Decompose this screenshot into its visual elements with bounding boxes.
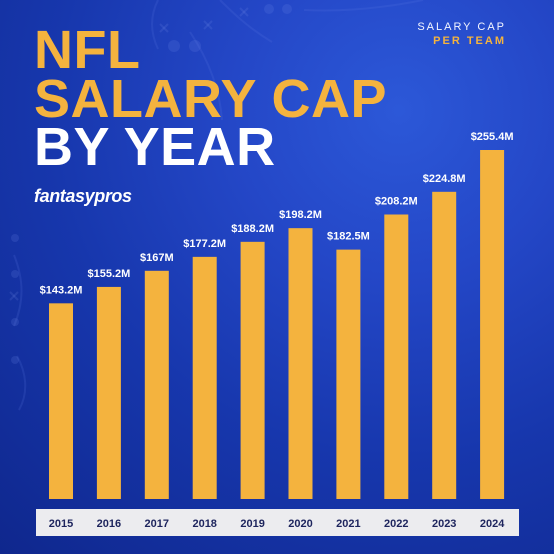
year-label-2024: 2024	[480, 518, 505, 530]
bar-2018	[192, 256, 217, 499]
year-label-2022: 2022	[384, 518, 408, 530]
year-label-2015: 2015	[49, 518, 73, 530]
corner-label-line-1: SALARY CAP	[417, 21, 506, 33]
value-label-2019: $188.2M	[231, 223, 274, 235]
bar-2020	[288, 228, 313, 499]
year-label-2021: 2021	[336, 518, 360, 530]
corner-label: SALARY CAP PER TEAM	[417, 20, 506, 49]
corner-label-line-2: PER TEAM	[433, 35, 506, 47]
page-title: NFL SALARY CAP BY YEAR	[34, 20, 388, 178]
bar-2015	[49, 303, 73, 499]
year-label-2019: 2019	[240, 518, 264, 530]
bar-2019	[240, 241, 265, 499]
year-label-2018: 2018	[192, 518, 216, 530]
year-axis-band	[36, 509, 519, 536]
value-label-2018: $177.2M	[183, 238, 226, 250]
year-label-2023: 2023	[432, 518, 456, 530]
value-label-2016: $155.2M	[87, 268, 130, 280]
value-label-2021: $182.5M	[327, 231, 370, 243]
value-label-2023: $224.8M	[423, 173, 466, 185]
bar-2021	[336, 249, 361, 499]
value-label-2015: $143.2M	[40, 284, 83, 296]
value-label-2024: $255.4M	[471, 131, 514, 143]
year-label-2017: 2017	[145, 518, 169, 530]
title-line-3: BY YEAR	[34, 117, 276, 178]
bar-2023	[432, 191, 457, 500]
bar-2017	[144, 270, 169, 499]
title-line-2: SALARY CAP	[34, 68, 388, 129]
value-label-2017: $167M	[140, 252, 174, 264]
title-line-1: NFL	[34, 20, 141, 80]
bar-2024	[480, 150, 505, 499]
bar-2016	[96, 286, 121, 499]
brand-logo-text: fantasypros	[34, 186, 132, 206]
year-label-2020: 2020	[288, 518, 312, 530]
bar-2022	[384, 214, 409, 499]
year-label-2016: 2016	[97, 518, 121, 530]
value-label-2022: $208.2M	[375, 195, 418, 207]
value-label-2020: $198.2M	[279, 209, 322, 221]
